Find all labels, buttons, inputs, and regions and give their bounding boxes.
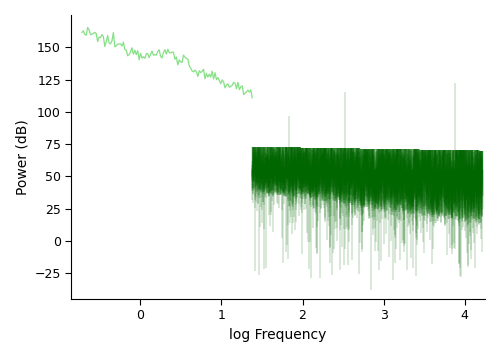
Y-axis label: Power (dB): Power (dB): [15, 119, 29, 195]
X-axis label: log Frequency: log Frequency: [230, 328, 327, 342]
